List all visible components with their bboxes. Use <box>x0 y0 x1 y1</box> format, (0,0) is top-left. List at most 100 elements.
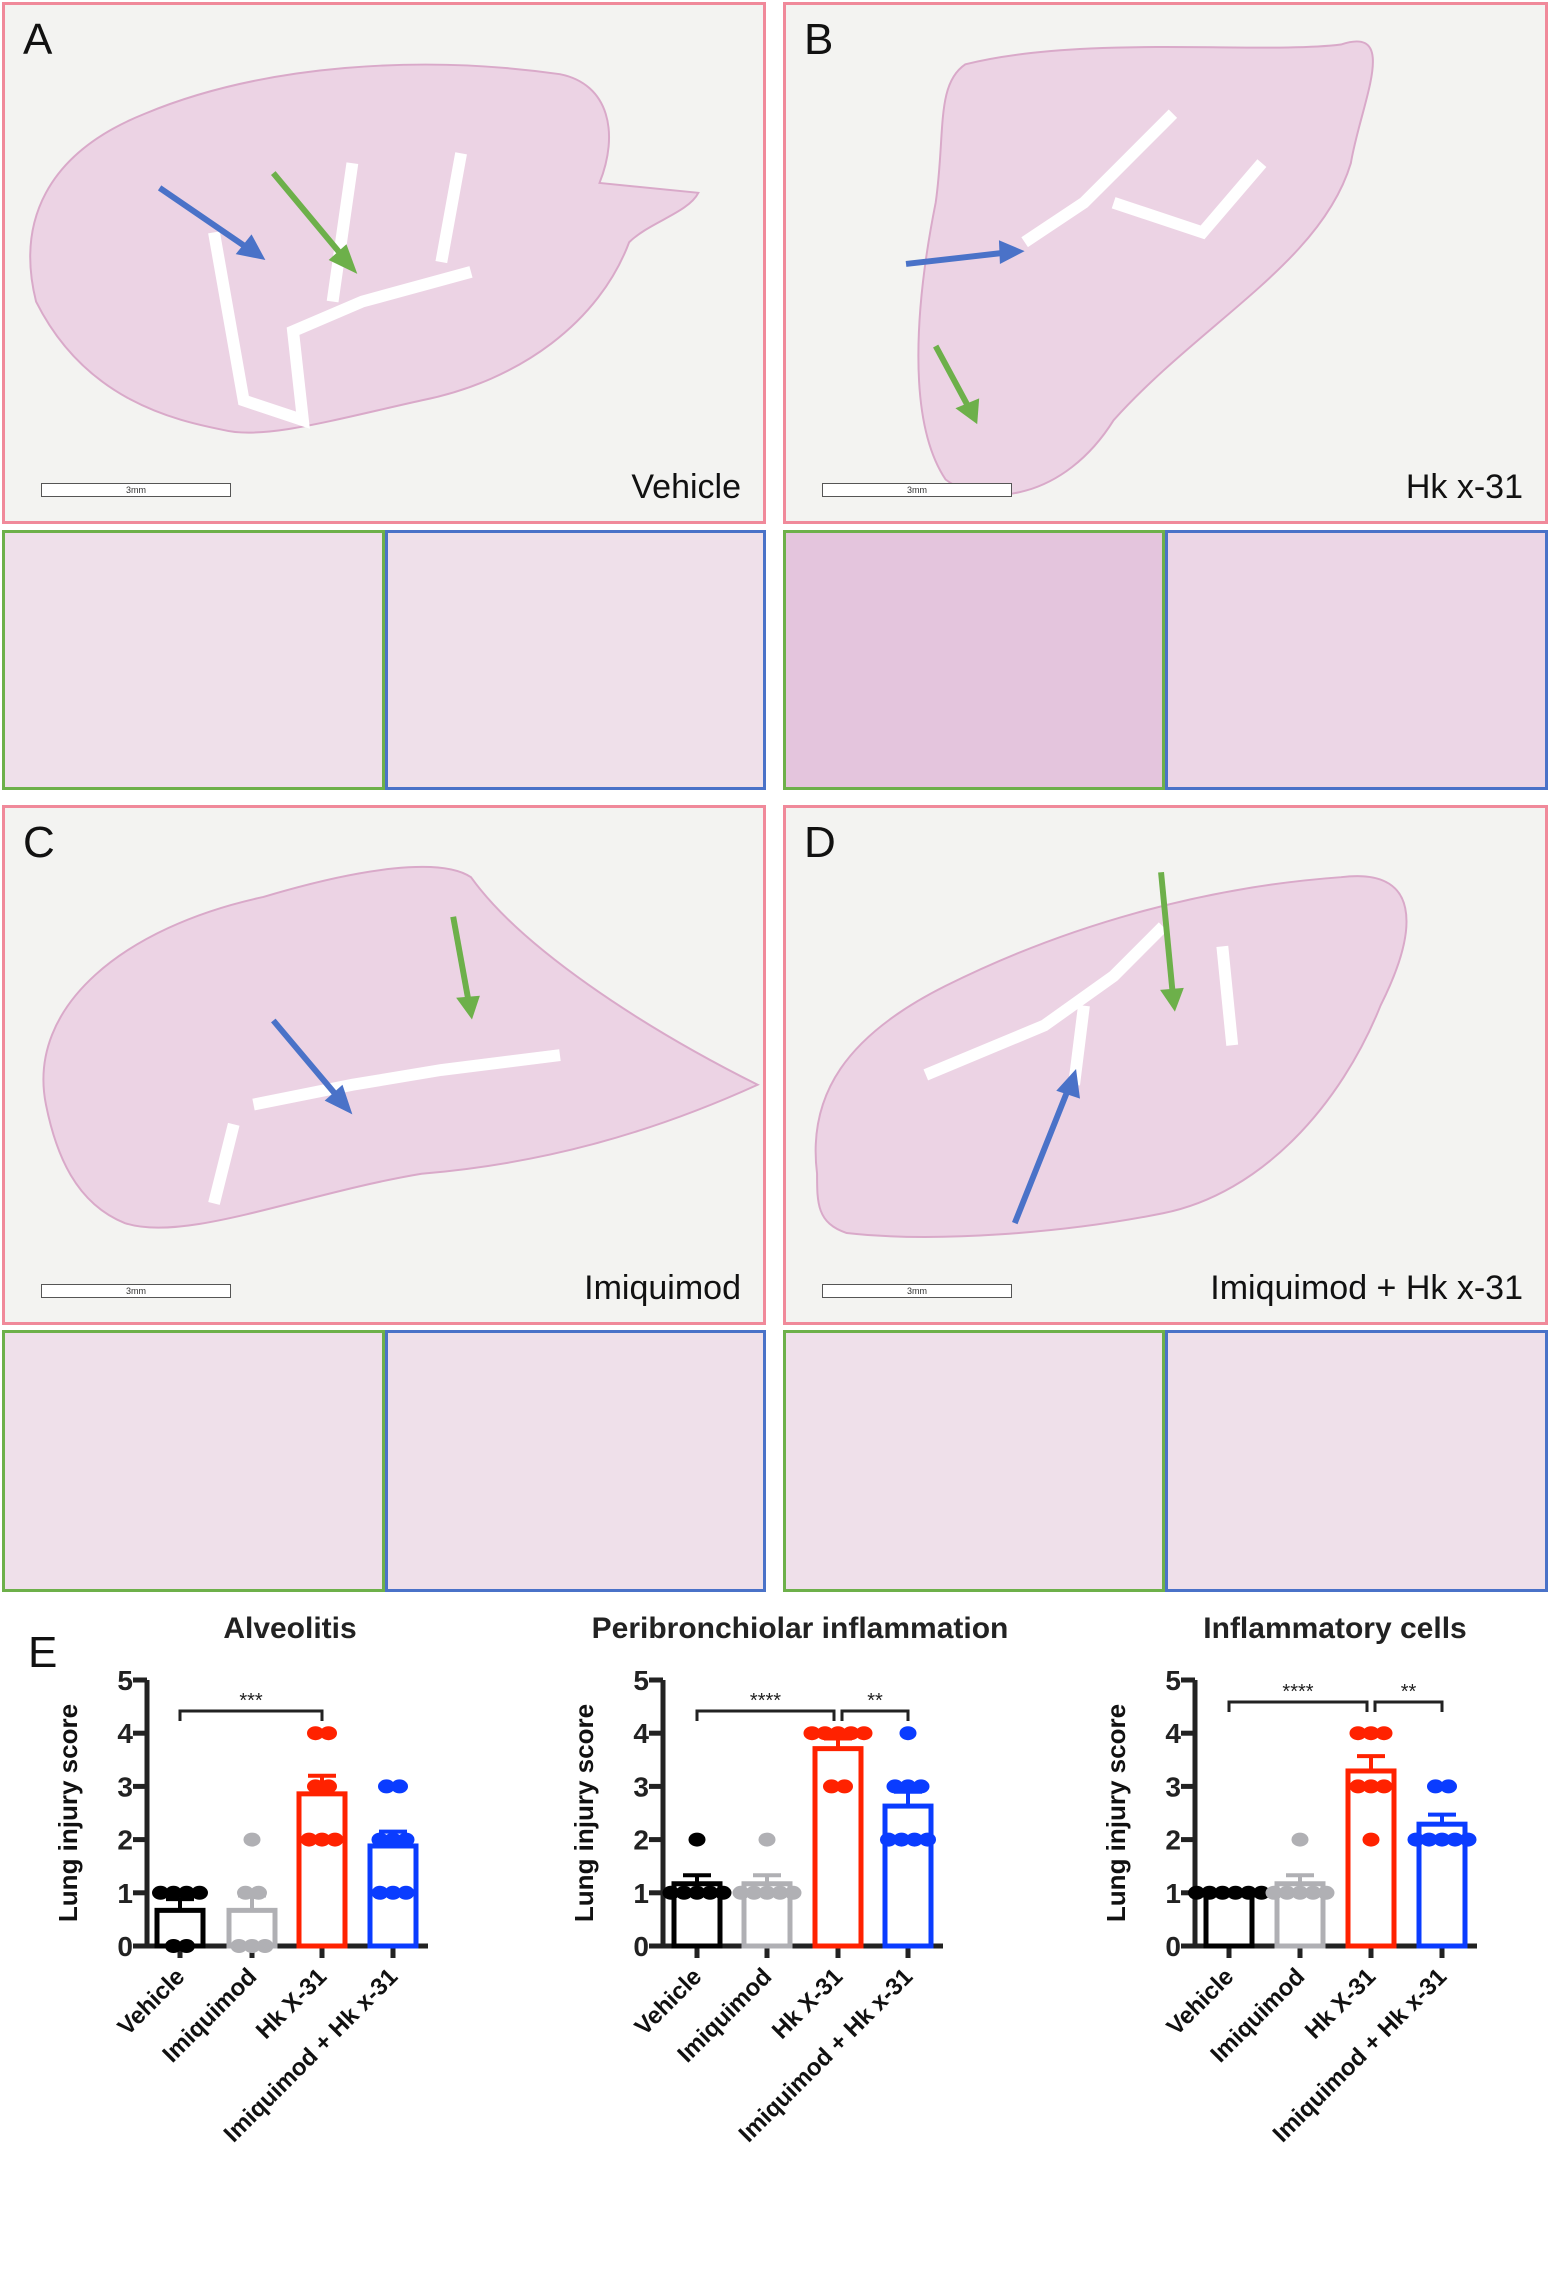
y-tick-label: 1 <box>1165 1878 1181 1909</box>
data-point <box>886 1779 904 1794</box>
panel-label: C <box>23 818 55 867</box>
data-point <box>906 1832 923 1847</box>
data-point <box>836 1779 853 1794</box>
y-tick-label: 0 <box>633 1931 649 1962</box>
data-point <box>1427 1779 1444 1794</box>
bar <box>296 1791 348 1949</box>
data-point <box>855 1726 873 1741</box>
data-point <box>823 1779 840 1794</box>
significance-bracket <box>178 1709 324 1721</box>
data-point <box>300 1832 318 1847</box>
blue-arrow <box>271 1018 345 1105</box>
significance-label: **** <box>1282 1681 1313 1703</box>
data-point <box>919 1832 936 1847</box>
data-point <box>1240 1885 1257 1900</box>
data-point <box>397 1885 415 1900</box>
data-point <box>313 1832 331 1847</box>
data-point <box>152 1885 169 1900</box>
y-axis-label: Lung injury score <box>53 1704 83 1922</box>
data-point <box>1440 1779 1457 1794</box>
y-tick-label: 2 <box>633 1825 649 1856</box>
data-point <box>391 1779 408 1794</box>
data-point <box>1214 1885 1231 1900</box>
bar <box>154 1907 206 1949</box>
bar <box>741 1881 793 1949</box>
data-point <box>326 1832 344 1847</box>
data-point <box>237 1885 254 1900</box>
bar <box>1345 1768 1397 1949</box>
data-point <box>1349 1779 1367 1794</box>
green-arrow <box>1158 871 1176 997</box>
data-point <box>912 1779 930 1794</box>
y-tick-label: 1 <box>633 1878 649 1909</box>
panel-caption: Imiquimod + Hk x-31 <box>1210 1269 1523 1307</box>
panel-caption: Vehicle <box>631 468 741 506</box>
data-point <box>829 1726 847 1741</box>
chart-title: Inflammatory cells <box>1203 1612 1466 1645</box>
inset-green-a <box>2 530 385 790</box>
data-point <box>1459 1832 1477 1847</box>
data-point <box>191 1885 208 1900</box>
data-point <box>165 1885 182 1900</box>
data-point <box>1362 1726 1380 1741</box>
histology-panel-d: D 3mm Imiquimod + Hk x-31 <box>783 805 1548 1325</box>
y-tick-label: 3 <box>1165 1771 1181 1802</box>
data-point <box>1375 1779 1393 1794</box>
data-point <box>1265 1885 1283 1900</box>
significance-bracket <box>1227 1700 1369 1712</box>
significance-label: *** <box>239 1690 263 1712</box>
y-tick-label: 5 <box>117 1665 133 1696</box>
data-point <box>384 1832 402 1847</box>
data-point <box>243 1832 261 1847</box>
green-arrow <box>450 916 472 1005</box>
data-point <box>893 1832 910 1847</box>
data-point <box>371 1885 389 1900</box>
y-tick-label: 3 <box>117 1771 133 1802</box>
data-point <box>842 1726 860 1741</box>
panel-label: B <box>804 15 834 64</box>
lung-section-image <box>29 63 700 434</box>
blue-arrow <box>1012 1085 1072 1225</box>
lung-section-image <box>814 871 1408 1238</box>
y-tick-label: 1 <box>117 1878 133 1909</box>
y-tick-label: 5 <box>633 1665 649 1696</box>
significance-label: ** <box>867 1690 883 1712</box>
data-point <box>899 1779 917 1794</box>
data-point <box>1291 1885 1309 1900</box>
data-point <box>250 1885 267 1900</box>
chart-title: Peribronchiolar inflammation <box>592 1612 1009 1645</box>
inset-blue-a <box>385 530 766 790</box>
data-point <box>397 1832 415 1847</box>
y-tick-label: 5 <box>1165 1665 1181 1696</box>
data-point <box>243 1939 261 1953</box>
inset-blue-b <box>1165 530 1548 790</box>
data-point <box>816 1726 834 1741</box>
blue-arrow <box>905 249 1011 267</box>
data-point <box>165 1939 182 1953</box>
panel-caption: Imiquimod <box>584 1269 741 1307</box>
data-point <box>1201 1885 1218 1900</box>
significance-bracket <box>695 1709 836 1721</box>
bar <box>812 1746 864 1949</box>
y-tick-label: 3 <box>633 1771 649 1802</box>
data-point <box>256 1939 274 1953</box>
lung-section-image <box>42 865 760 1229</box>
data-point <box>320 1779 337 1794</box>
chart-title: Alveolitis <box>223 1612 356 1645</box>
panel-label: D <box>804 818 836 867</box>
data-point <box>1433 1832 1451 1847</box>
data-point <box>1362 1832 1380 1847</box>
bar <box>1416 1821 1468 1949</box>
data-point <box>732 1885 750 1900</box>
data-point <box>758 1832 776 1847</box>
data-point <box>758 1885 776 1900</box>
panel-caption: Hk x-31 <box>1405 468 1523 506</box>
lung-section-image <box>905 40 1374 496</box>
bar <box>1274 1881 1326 1949</box>
data-point <box>1446 1832 1464 1847</box>
significance-label: ** <box>1401 1681 1417 1703</box>
green-arrow <box>933 344 973 412</box>
data-point <box>784 1885 802 1900</box>
histology-panel-c: C 3mm Imiquimod <box>2 805 766 1325</box>
